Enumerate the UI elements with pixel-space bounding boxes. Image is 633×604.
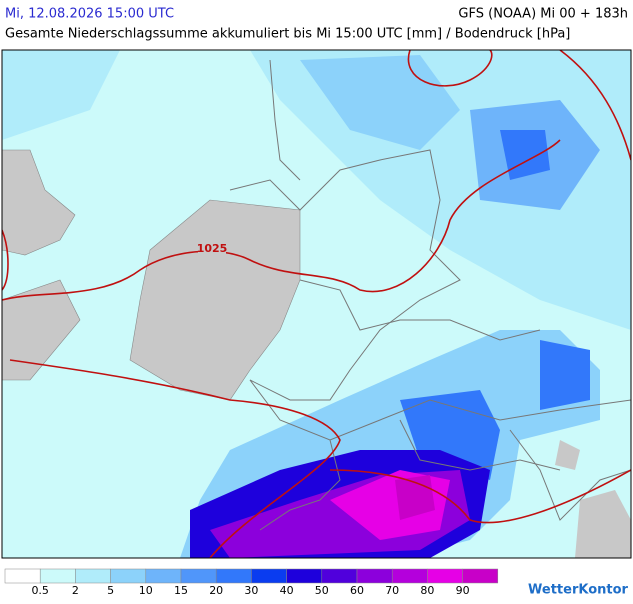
land-mask — [2, 149, 76, 256]
legend-swatch — [286, 568, 323, 584]
legend-label: 60 — [350, 584, 364, 597]
land-mask — [575, 490, 631, 558]
map: 1025 — [1, 49, 632, 559]
legend-swatch — [356, 568, 393, 584]
legend-swatch — [462, 568, 499, 584]
legend-swatch — [180, 568, 217, 584]
legend-swatch — [391, 568, 428, 584]
legend-label: 15 — [174, 584, 188, 597]
legend-label: 80 — [420, 584, 434, 597]
land-mask — [129, 199, 301, 401]
isobar-label: 1025 — [197, 242, 228, 255]
map-subtitle: Gesamte Niederschlagssumme akkumuliert b… — [5, 27, 570, 42]
legend: 0.5 2 5 10 15 20 30 40 50 60 70 80 90 — [4, 568, 499, 597]
land-mask — [555, 440, 580, 470]
brand-logo: WetterKontor — [528, 583, 629, 598]
legend-label: 5 — [107, 584, 114, 597]
legend-swatch — [251, 568, 287, 584]
isobars — [2, 50, 631, 558]
legend-swatch — [110, 568, 147, 584]
legend-swatch — [215, 568, 252, 584]
legend-label: 10 — [139, 584, 153, 597]
map-frame — [1, 49, 632, 559]
legend-label: 70 — [385, 584, 399, 597]
valid-time: Mi, 12.08.2026 15:00 UTC — [5, 7, 174, 22]
legend-swatch — [427, 568, 463, 584]
precip-area — [540, 340, 590, 410]
legend-label: 90 — [456, 584, 470, 597]
legend-swatch — [4, 568, 41, 584]
isobar-label-bg — [198, 242, 226, 256]
precip-area — [500, 130, 550, 180]
legend-swatch — [75, 568, 111, 584]
legend-swatch — [321, 568, 358, 584]
legend-label: 30 — [244, 584, 258, 597]
legend-swatch — [145, 568, 182, 584]
legend-label: 20 — [209, 584, 223, 597]
legend-label: 40 — [280, 584, 294, 597]
precip-area — [2, 50, 120, 140]
country-borders — [229, 59, 631, 531]
legend-label: 50 — [315, 584, 329, 597]
land-mask — [2, 279, 81, 381]
legend-label: 0.5 — [31, 584, 49, 597]
legend-swatch — [39, 568, 76, 584]
model-run: GFS (NOAA) Mi 00 + 183h — [458, 7, 628, 22]
legend-label: 2 — [72, 584, 79, 597]
